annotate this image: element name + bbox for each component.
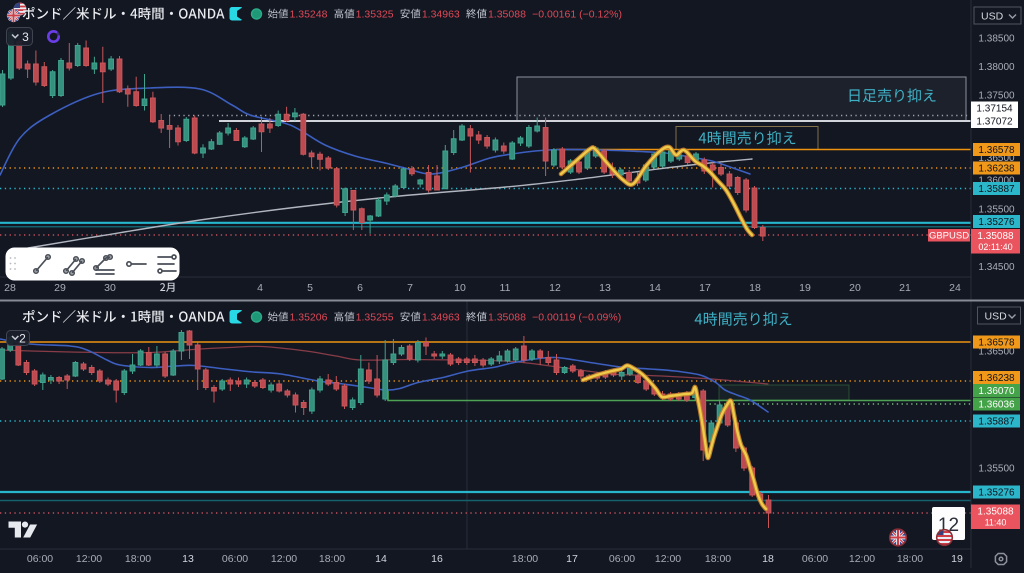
- svg-text:12:00: 12:00: [76, 553, 102, 565]
- svg-text:1.35500: 1.35500: [978, 205, 1015, 216]
- svg-text:5: 5: [307, 282, 313, 294]
- svg-text:1.35088: 1.35088: [977, 231, 1014, 242]
- svg-text:−0.00161 (−0.12%): −0.00161 (−0.12%): [532, 9, 622, 21]
- svg-text:18:00: 18:00: [705, 553, 731, 565]
- svg-text:1.36036: 1.36036: [978, 400, 1015, 411]
- svg-text:USD: USD: [981, 11, 1004, 23]
- svg-text:1.38000: 1.38000: [978, 62, 1015, 73]
- svg-text:1.37500: 1.37500: [978, 91, 1015, 102]
- svg-text:1.35276: 1.35276: [978, 488, 1015, 499]
- svg-text:1.36500: 1.36500: [978, 153, 1015, 164]
- svg-text:7: 7: [407, 282, 413, 294]
- svg-text:1.37072: 1.37072: [976, 117, 1013, 128]
- svg-text:18:00: 18:00: [125, 553, 151, 565]
- svg-text:13: 13: [182, 553, 194, 565]
- svg-text:06:00: 06:00: [802, 553, 828, 565]
- svg-text:1.34963: 1.34963: [422, 312, 460, 324]
- svg-text:28: 28: [4, 282, 16, 294]
- svg-text:17: 17: [566, 553, 578, 565]
- svg-text:1.35325: 1.35325: [356, 9, 394, 21]
- svg-text:1.35088: 1.35088: [977, 507, 1014, 518]
- svg-text:12:00: 12:00: [849, 553, 875, 565]
- svg-text:17: 17: [699, 282, 711, 294]
- svg-text:1.35887: 1.35887: [978, 184, 1015, 195]
- svg-text:06:00: 06:00: [222, 553, 248, 565]
- svg-text:11: 11: [500, 282, 511, 294]
- svg-text:21: 21: [899, 282, 911, 294]
- svg-text:1.35088: 1.35088: [488, 9, 526, 21]
- svg-text:18:00: 18:00: [512, 553, 538, 565]
- svg-text:12:00: 12:00: [655, 553, 681, 565]
- svg-text:1.36070: 1.36070: [978, 386, 1015, 397]
- svg-text:30: 30: [104, 282, 116, 294]
- svg-text:1.35248: 1.35248: [290, 9, 328, 21]
- svg-text:12:00: 12:00: [271, 553, 297, 565]
- svg-text:1.36578: 1.36578: [978, 338, 1015, 349]
- svg-text:1.35206: 1.35206: [290, 312, 328, 324]
- svg-text:1.35088: 1.35088: [488, 312, 526, 324]
- svg-text:GBPUSD: GBPUSD: [929, 231, 969, 242]
- svg-text:6: 6: [357, 282, 363, 294]
- svg-text:18:00: 18:00: [319, 553, 345, 565]
- svg-text:1.37154: 1.37154: [976, 104, 1013, 115]
- svg-text:10: 10: [454, 282, 466, 294]
- svg-text:19: 19: [951, 553, 963, 565]
- svg-text:USD: USD: [985, 311, 1008, 323]
- svg-text:1.36238: 1.36238: [978, 164, 1015, 175]
- svg-text:−0.00119 (−0.09%): −0.00119 (−0.09%): [532, 312, 621, 324]
- svg-text:3: 3: [22, 30, 29, 44]
- svg-text:1.34500: 1.34500: [978, 262, 1015, 273]
- svg-text:20: 20: [849, 282, 861, 294]
- svg-text:1.36238: 1.36238: [978, 373, 1015, 384]
- svg-text:24: 24: [949, 282, 961, 294]
- svg-text:16: 16: [431, 553, 443, 565]
- svg-text:29: 29: [54, 282, 66, 294]
- svg-text:06:00: 06:00: [27, 553, 53, 565]
- svg-text:4: 4: [257, 282, 263, 294]
- svg-text:2: 2: [19, 332, 26, 346]
- svg-text:1.38500: 1.38500: [978, 34, 1015, 45]
- svg-text:1.36578: 1.36578: [978, 145, 1015, 156]
- svg-text:1.36500: 1.36500: [978, 347, 1015, 358]
- svg-text:13: 13: [599, 282, 611, 294]
- svg-text:11:40: 11:40: [985, 518, 1007, 528]
- svg-text:1.35276: 1.35276: [978, 217, 1015, 228]
- svg-text:1.35500: 1.35500: [978, 464, 1015, 475]
- svg-text:18: 18: [749, 282, 761, 294]
- svg-text:18: 18: [762, 553, 774, 565]
- svg-text:1.35887: 1.35887: [978, 417, 1015, 428]
- svg-text:12: 12: [549, 282, 561, 294]
- svg-text:14: 14: [375, 553, 387, 565]
- svg-text:18:00: 18:00: [897, 553, 923, 565]
- svg-text:06:00: 06:00: [609, 553, 635, 565]
- svg-text:1.35255: 1.35255: [356, 312, 394, 324]
- svg-text:1.36000: 1.36000: [978, 176, 1015, 187]
- svg-text:1.34963: 1.34963: [422, 9, 460, 21]
- svg-text:02:11:40: 02:11:40: [978, 242, 1012, 252]
- svg-text:14: 14: [649, 282, 661, 294]
- svg-text:19: 19: [799, 282, 811, 294]
